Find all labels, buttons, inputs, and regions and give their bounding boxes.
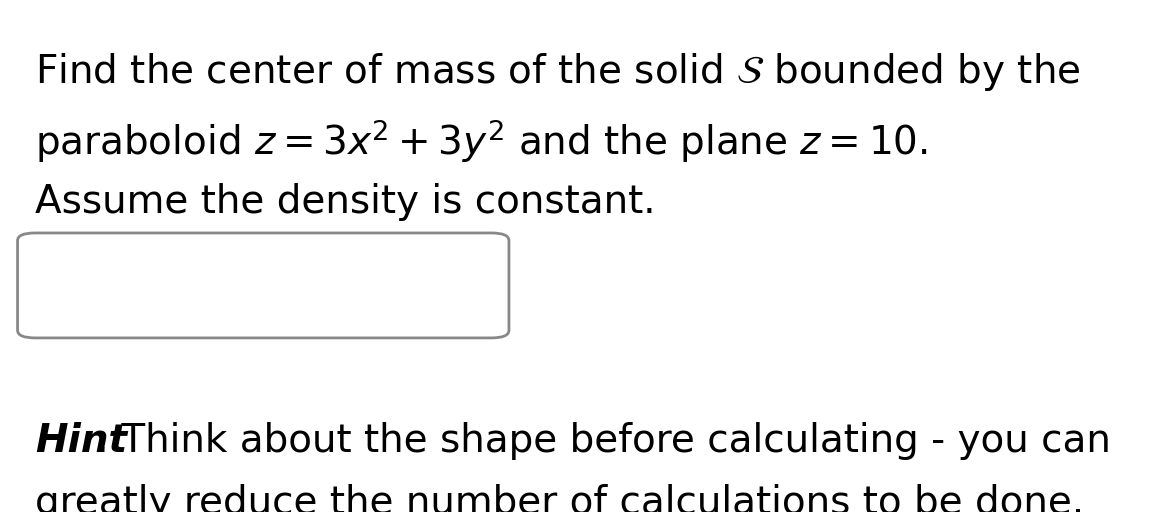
Text: : Think about the shape before calculating - you can: : Think about the shape before calculati…	[96, 422, 1110, 460]
Text: Find the center of mass of the solid $\mathcal{S}$ bounded by the: Find the center of mass of the solid $\m…	[35, 51, 1081, 93]
Text: paraboloid $z = 3x^2 + 3y^2$ and the plane $z = 10.$: paraboloid $z = 3x^2 + 3y^2$ and the pla…	[35, 118, 928, 165]
Text: greatly reduce the number of calculations to be done.: greatly reduce the number of calculation…	[35, 484, 1085, 512]
Text: Hint: Hint	[35, 422, 128, 460]
Text: Assume the density is constant.: Assume the density is constant.	[35, 183, 655, 221]
FancyBboxPatch shape	[18, 233, 509, 338]
